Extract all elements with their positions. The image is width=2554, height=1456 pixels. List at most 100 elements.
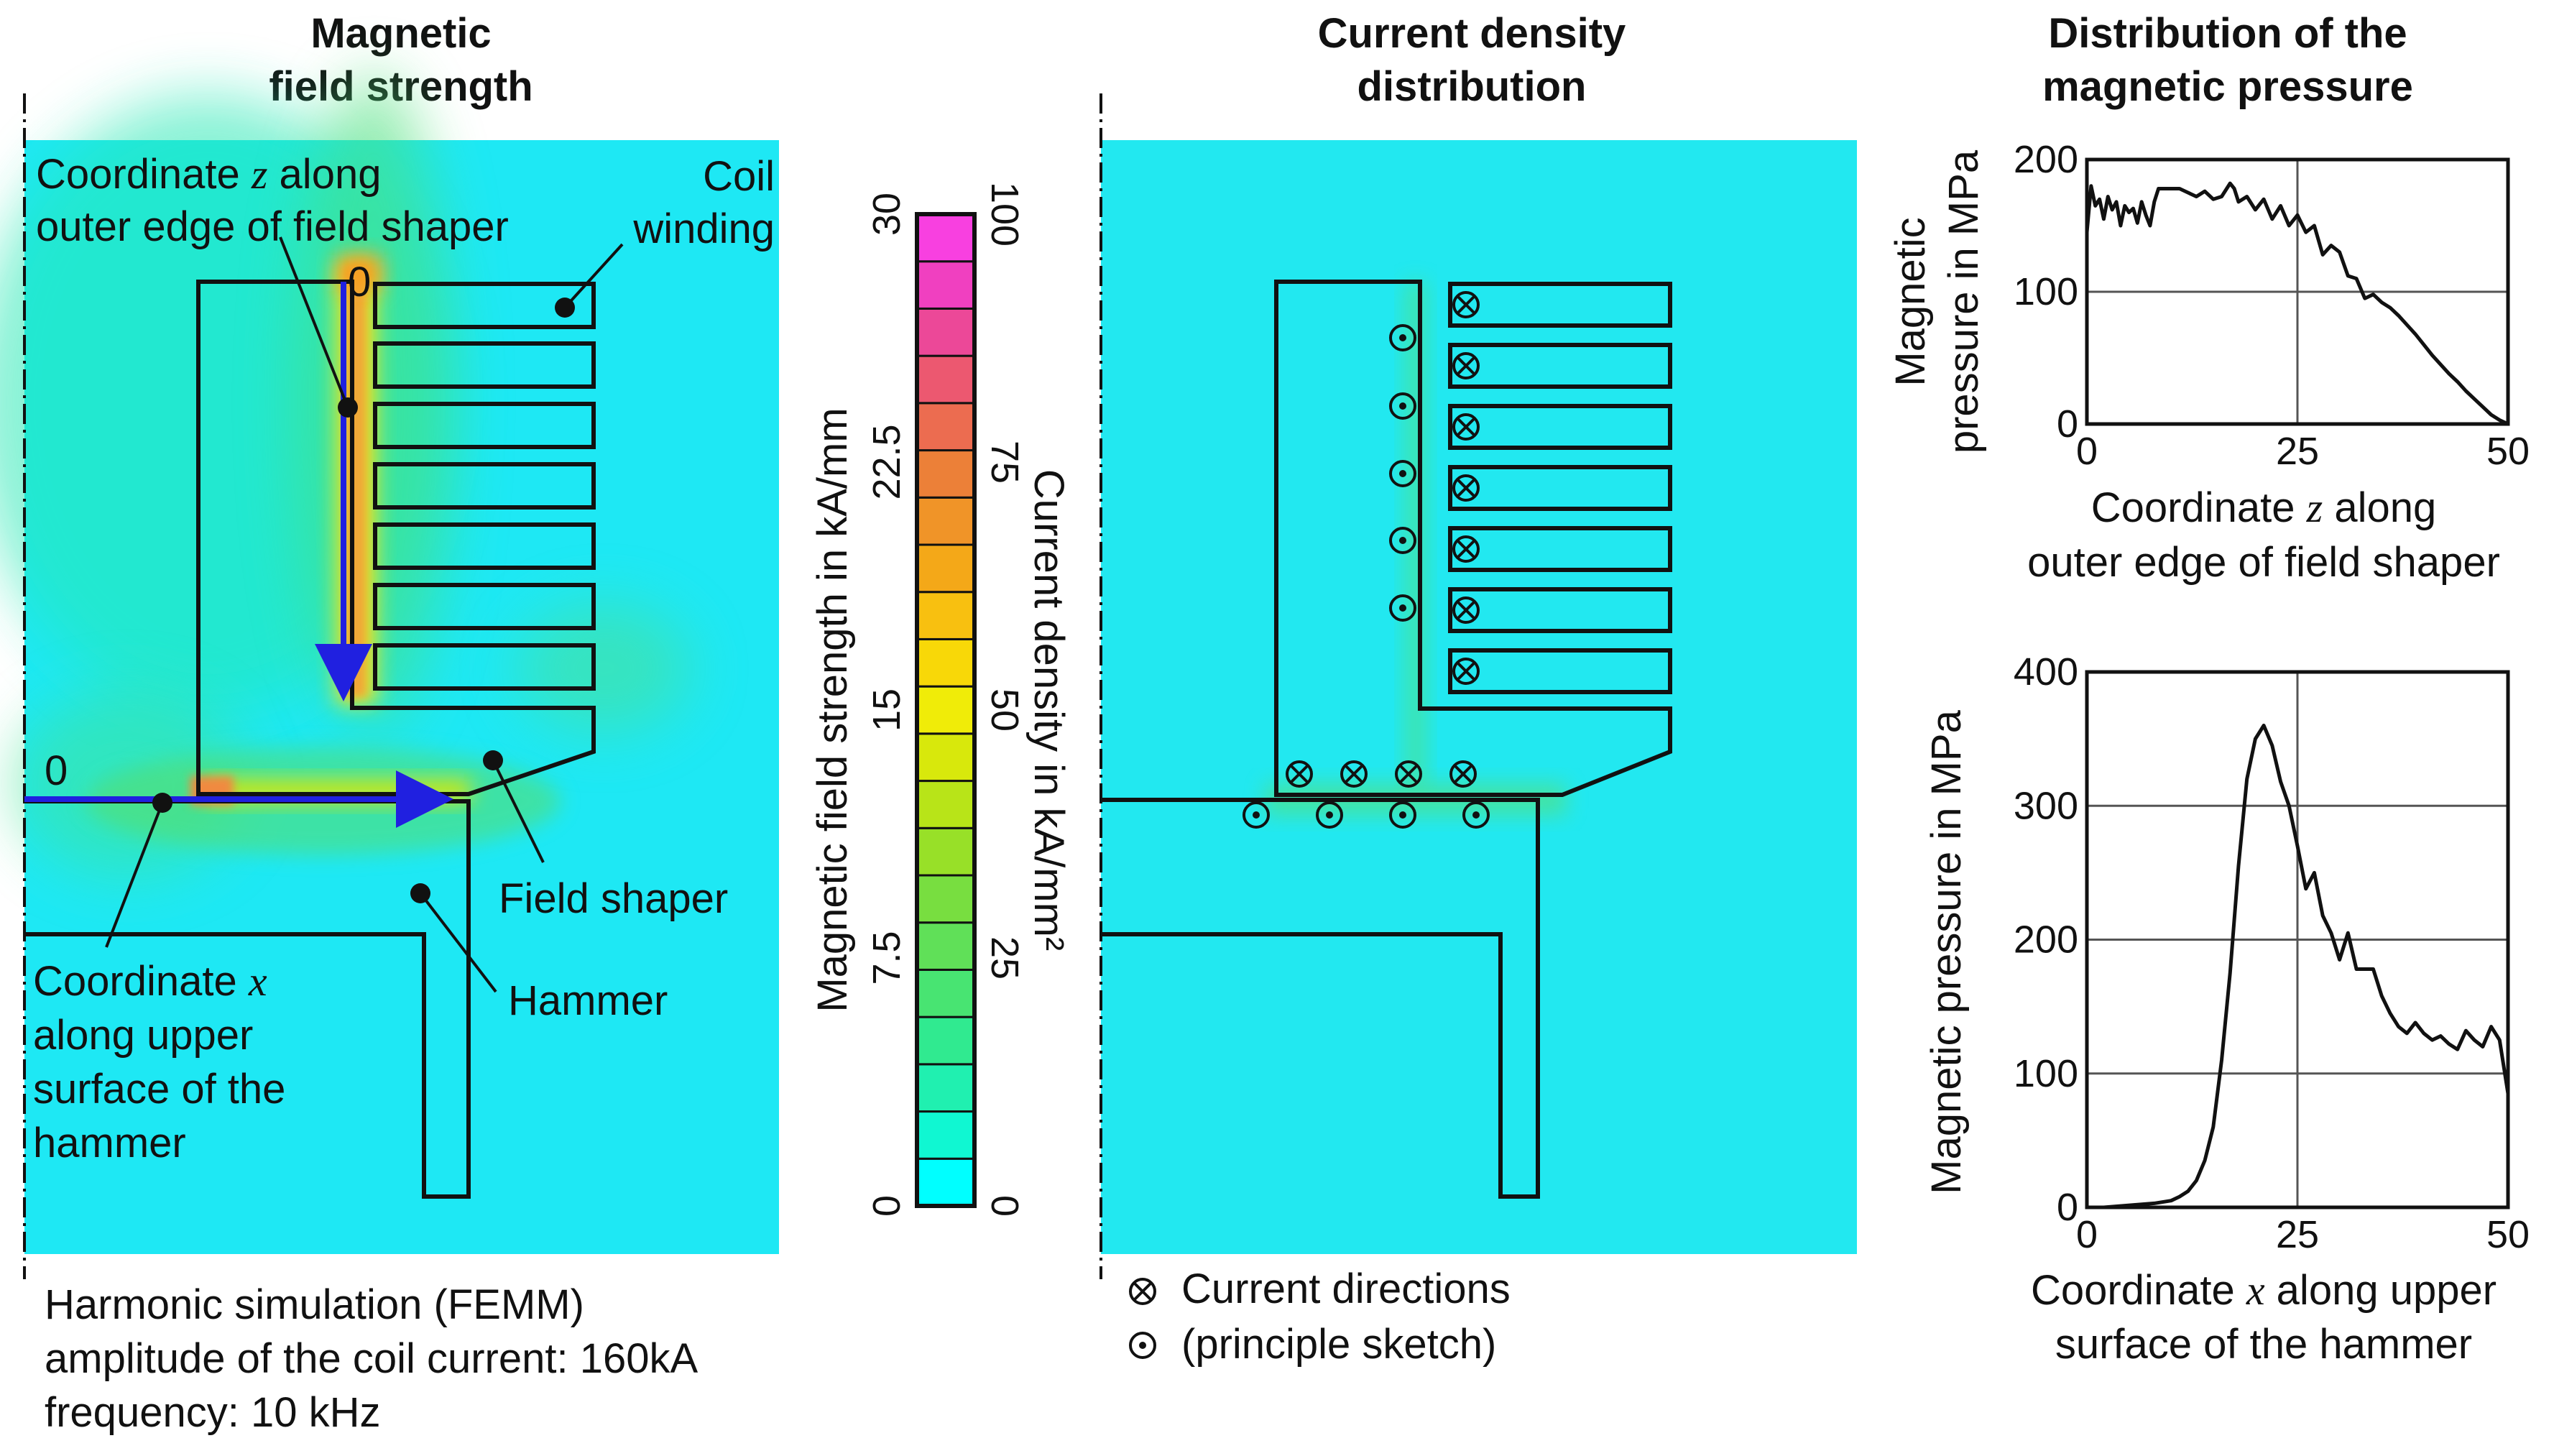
chart-x-ytick: 100 (2014, 1052, 2078, 1095)
color-bar-segment (916, 591, 976, 640)
current-density-tick: 50 (983, 688, 1026, 732)
color-bar-ticks: 0 7.5 15 22.5 30 0 25 50 75 100 (865, 182, 1026, 1217)
current-density-tick: 25 (983, 936, 1026, 980)
chart-z-ylabel-line2: pressure in MPa (1940, 149, 1987, 453)
zero-z-label: 0 (348, 259, 371, 305)
coil-winding-label-line2: winding (632, 206, 775, 252)
chart-z-xtick: 50 (2486, 430, 2530, 473)
current-out-of-page-icon (1389, 324, 1416, 351)
color-bar-segment (916, 449, 976, 499)
chart-z-xtick: 0 (2076, 430, 2098, 473)
color-bar-segment (916, 1157, 976, 1207)
coil-winding (373, 282, 596, 329)
current-out-of-page-icon (1389, 527, 1416, 554)
coordinate-x-label-line3: surface of the (33, 1066, 285, 1112)
color-bar-segments (916, 213, 976, 1207)
note-amplitude: amplitude of the coil current: 160kA (45, 1335, 698, 1382)
color-bar-segment (916, 496, 976, 546)
legend-cross-icon (1129, 1278, 1156, 1305)
marker-coordinate-x (152, 793, 172, 813)
chart-x-ytick: 300 (2014, 784, 2078, 827)
current-into-page-icon (1286, 760, 1313, 788)
marker-field-shaper (483, 750, 503, 770)
field-strength-tick: 7.5 (865, 931, 908, 985)
color-bar-segment (916, 921, 976, 971)
coordinate-x-label-line1: Coordinate x (33, 958, 267, 1005)
field-shaper-outline (1274, 280, 1672, 797)
color-bar-segment (916, 1015, 976, 1066)
current-into-page-icon (1452, 596, 1480, 624)
color-bar-segment (916, 1110, 976, 1160)
legend-cross-label: Current directions (1181, 1266, 1511, 1312)
chart-x-ytick: 200 (2014, 918, 2078, 962)
chart-x-xtick: 0 (2076, 1213, 2098, 1256)
coil-winding (373, 643, 596, 691)
color-bar-segment (916, 874, 976, 924)
coil-winding (1448, 404, 1672, 450)
pressure-chart-z: Magnetic pressure in MPa Coordinate z al… (1887, 138, 2530, 586)
chart-x-ytick: 0 (2057, 1186, 2078, 1229)
color-bar-segment (916, 354, 976, 405)
field-shaper-outline (196, 280, 596, 796)
current-into-page-icon (1452, 291, 1480, 318)
current-out-of-page-icon (1129, 1332, 1156, 1359)
current-into-page-symbols (1286, 291, 1480, 788)
current-into-page-icon (1340, 760, 1368, 788)
color-bar-segment (916, 826, 976, 877)
current-out-of-page-icon (1389, 801, 1416, 829)
coil-winding (373, 462, 596, 510)
field-strength-tick: 22.5 (865, 424, 908, 499)
coil-winding (1448, 343, 1672, 389)
field-strength-tick: 0 (865, 1195, 908, 1217)
coil-winding (1448, 282, 1672, 328)
color-bar-segment (916, 307, 976, 357)
current-into-page-icon (1452, 413, 1480, 441)
field-strength-tick: 30 (865, 193, 908, 236)
chart-z-series-line (2085, 181, 2509, 426)
field-strength-panel: 0 0 Coordinate z along outer edge of fie… (0, 72, 779, 1279)
leader-coil-winding (563, 243, 624, 309)
marker-coil-winding (555, 298, 575, 318)
current-into-page-icon (1452, 474, 1480, 502)
pressure-title-line2: magnetic pressure (2042, 63, 2413, 110)
coordinate-z-label-line1: Coordinate z along (36, 151, 381, 198)
current-title-line1: Current density (1318, 10, 1626, 57)
marker-coordinate-z (338, 397, 358, 418)
leader-field-shaper (492, 760, 545, 863)
field-title-line1: Magnetic (310, 10, 491, 57)
current-out-of-page-icon (1243, 801, 1270, 829)
chart-x-frame (2085, 670, 2510, 1210)
current-into-page-icon (1452, 535, 1480, 563)
color-bar-frame (915, 212, 977, 1208)
chart-x-xtick: 50 (2486, 1213, 2530, 1256)
color-bar-segment (916, 260, 976, 310)
current-out-of-page-icon (1316, 801, 1343, 829)
marker-hammer (410, 883, 430, 903)
coordinate-x-label-line2: along upper (33, 1012, 253, 1059)
current-out-of-page-icon (1389, 460, 1416, 487)
coil-winding (373, 583, 596, 630)
note-frequency: frequency: 10 kHz (45, 1389, 380, 1436)
current-into-page-icon (1395, 760, 1422, 788)
legend-dot-icon (1129, 1332, 1156, 1359)
coordinate-z-label-line2: outer edge of field shaper (36, 203, 509, 250)
current-out-of-page-icon (1389, 594, 1416, 622)
zero-x-label: 0 (45, 747, 68, 794)
current-into-page-icon (1129, 1278, 1156, 1305)
chart-z-xtick: 25 (2276, 430, 2319, 473)
current-into-page-icon (1452, 352, 1480, 379)
current-title-line2: distribution (1357, 63, 1587, 110)
current-density-tick: 75 (983, 441, 1026, 484)
pressure-title-line1: Distribution of the (2048, 10, 2407, 57)
coil-winding (1448, 526, 1672, 572)
field-strength-tick: 15 (865, 688, 908, 732)
color-bar: 0 7.5 15 22.5 30 0 25 50 75 100 Magnetic field st… (809, 182, 1072, 1217)
current-direction-legend: Current directions (principle sketch) (1129, 1266, 1511, 1368)
current-density-axis-label: Current density in kA/mm² (1025, 469, 1072, 951)
current-density-tick: 0 (983, 1195, 1026, 1217)
chart-x-xlabel-line1: Coordinate x along upper (2031, 1267, 2497, 1314)
chart-z-xlabel-line1: Coordinate z along (2091, 484, 2436, 531)
current-into-page-icon (1452, 658, 1480, 685)
leader-coordinate-z (279, 236, 349, 408)
current-density-panel (1099, 93, 1857, 1279)
